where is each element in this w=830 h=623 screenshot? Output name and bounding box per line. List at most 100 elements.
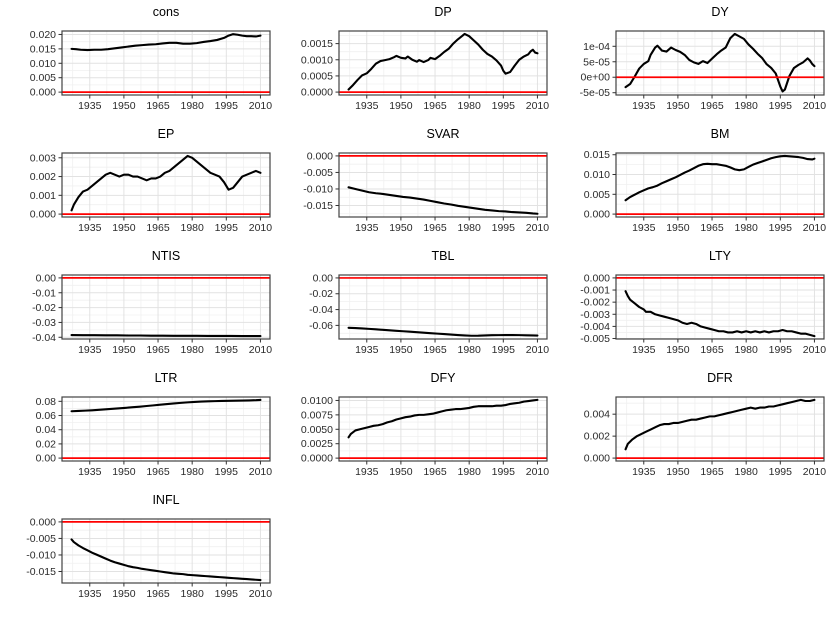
y-tick-label: 0e+00	[581, 72, 611, 84]
chart-title-tbl: TBL	[431, 249, 455, 263]
x-tick-label: 1965	[423, 222, 447, 234]
series-line-BM	[624, 154, 816, 202]
dp-plot: 0.0000 0.0005 0.0010 0.0015 1935 1950 1965 1980…	[301, 30, 549, 112]
x-tick-label: 1950	[666, 466, 690, 478]
y-tick-label: 5e-05	[583, 56, 610, 68]
y-tick-label: -0.02	[309, 288, 333, 300]
x-tick-label: 1965	[423, 466, 447, 478]
x-tick-label: 1935	[78, 466, 102, 478]
y-tick-label: 0.000	[30, 87, 56, 99]
y-tick-label: 0.000	[584, 453, 610, 465]
y-tick-label: 0.000	[30, 516, 56, 528]
x-tick-label: 1980	[734, 344, 758, 356]
empty-cell	[554, 490, 830, 612]
x-tick-label: 2010	[526, 222, 550, 234]
series-line-DP	[347, 32, 539, 91]
y-tick-label: 0.001	[30, 190, 56, 202]
x-tick-label: 1995	[215, 588, 239, 600]
x-tick-label: 1980	[734, 466, 758, 478]
y-tick-label: 0.02	[36, 438, 57, 450]
panel-background	[616, 275, 824, 339]
chart-title-svar: SVAR	[426, 127, 460, 141]
x-tick-label: 1965	[146, 100, 170, 112]
y-tick-label: 0.0050	[301, 424, 333, 436]
lty-plot: 0.000-0.001-0.002-0.003-0.004-0.005 1935 1…	[580, 272, 827, 356]
x-tick-label: 1980	[457, 344, 481, 356]
x-tick-label: 1995	[769, 466, 793, 478]
x-tick-label: 1995	[769, 100, 793, 112]
y-tick-label: 0.00	[36, 272, 57, 284]
panel-border	[615, 274, 825, 340]
x-tick-label: 1935	[78, 588, 102, 600]
empty-cell	[277, 490, 554, 612]
x-tick-label: 1935	[632, 344, 656, 356]
x-tick-label: 1965	[700, 222, 724, 234]
series-line-DY	[624, 32, 816, 93]
x-tick-label: 1935	[355, 100, 379, 112]
tbl-plot: 0.00 -0.02 -0.04 -0.06 1935 1950 1965 1980 1995 2…	[309, 272, 549, 356]
y-tick-label: -0.005	[26, 533, 56, 545]
chart-title-dp: DP	[434, 5, 452, 19]
x-tick-label: 1980	[180, 100, 204, 112]
y-tick-label: 0.010	[584, 169, 610, 181]
x-tick-label: 2010	[803, 344, 827, 356]
panel-background	[62, 275, 270, 339]
y-tick-label: 0.000	[30, 209, 56, 221]
x-tick-label: 1965	[146, 588, 170, 600]
panel-border	[61, 518, 271, 584]
y-tick-label: 0.010	[30, 58, 56, 70]
x-tick-label: 1995	[492, 466, 516, 478]
panel-background	[616, 397, 824, 461]
y-tick-label: 0.004	[584, 409, 610, 421]
series-line-NTIS	[70, 334, 262, 338]
y-tick-label: 0.000	[584, 272, 610, 284]
y-tick-label: 0.0000	[301, 87, 333, 99]
y-tick-label: 0.0015	[301, 38, 333, 50]
chart-title-infl: INFL	[152, 493, 180, 507]
x-tick-label: 1935	[632, 100, 656, 112]
y-tick-label: 0.020	[30, 29, 56, 41]
chart-title-dfr: DFR	[707, 371, 733, 385]
x-tick-label: 1965	[146, 466, 170, 478]
ntis-plot: 0.00 -0.01 -0.02 -0.03 -0.04 1935 1950 1965 1980…	[32, 272, 272, 356]
y-tick-label: -5e-05	[580, 87, 611, 99]
chart-panel-cons: cons 0.000 0.005 0.010 0.015 0.020 1935 1950 19…	[0, 2, 277, 124]
x-tick-label: 1995	[769, 344, 793, 356]
chart-title-ep: EP	[157, 127, 175, 141]
x-tick-label: 1995	[492, 222, 516, 234]
series-line-EP	[70, 154, 262, 212]
chart-title-lty: LTY	[709, 249, 731, 263]
y-tick-label: 0.04	[36, 424, 57, 436]
chart-title-dfy: DFY	[430, 371, 456, 385]
x-tick-label: 1935	[78, 100, 102, 112]
y-tick-label: 0.000	[307, 150, 333, 162]
y-tick-label: -0.004	[580, 321, 610, 333]
x-tick-label: 1965	[146, 222, 170, 234]
panel-background	[616, 31, 824, 95]
series-line-SVAR	[347, 186, 539, 215]
y-tick-label: 0.000	[584, 209, 610, 221]
x-tick-label: 1995	[492, 100, 516, 112]
x-tick-label: 1965	[700, 344, 724, 356]
panel-border	[61, 396, 271, 462]
y-tick-label: -0.001	[580, 285, 610, 297]
y-tick-label: 0.015	[584, 149, 610, 161]
panel-background	[339, 153, 547, 217]
y-tick-label: -0.010	[303, 183, 333, 195]
panel-background	[62, 519, 270, 583]
x-tick-label: 1950	[666, 344, 690, 356]
panel-border	[338, 274, 548, 340]
chart-panel-ep: EP 0.000 0.001 0.002 0.003 1935 1950 1965 1980 1…	[0, 124, 277, 246]
y-tick-label: -0.005	[303, 167, 333, 179]
x-tick-label: 1950	[389, 222, 413, 234]
y-tick-label: -0.015	[303, 200, 333, 212]
x-tick-label: 1995	[215, 222, 239, 234]
chart-panel-dp: DP 0.0000 0.0005 0.0010 0.0015 1935 1950 1965 1…	[277, 2, 554, 124]
series-line-DFR	[624, 398, 816, 451]
x-tick-label: 1995	[215, 466, 239, 478]
y-tick-label: 0.06	[36, 410, 57, 422]
series-line-LTY	[624, 290, 816, 338]
x-tick-label: 1995	[215, 100, 239, 112]
y-tick-label: -0.010	[26, 549, 56, 561]
x-tick-label: 1935	[632, 466, 656, 478]
